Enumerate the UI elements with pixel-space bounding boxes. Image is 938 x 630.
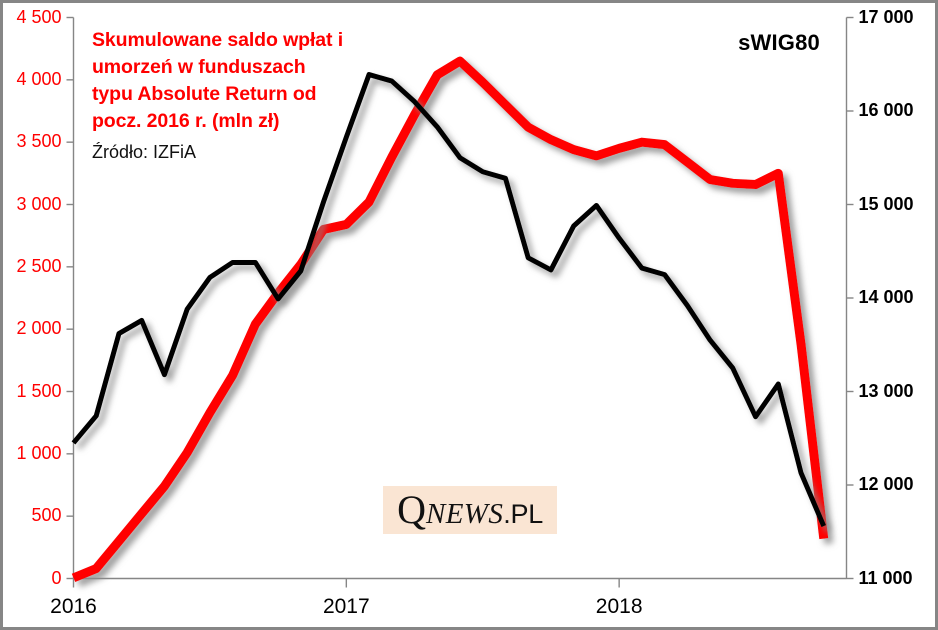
line-series-swig80: [71, 72, 827, 528]
watermark-text: QNEWS.PL: [397, 490, 543, 530]
frame-border-top: [0, 0, 938, 3]
right-tick-17000: 17 000: [858, 6, 914, 27]
left-tick-4000: 4 000: [16, 68, 62, 89]
right-tick-16000: 16 000: [858, 100, 914, 120]
left-tick-3500: 3 500: [16, 131, 62, 152]
watermark-qnews: QNEWS.PL: [383, 486, 557, 534]
left-tick-2000: 2 000: [16, 318, 62, 339]
left-tick-500: 500: [31, 505, 62, 526]
right-tick-11000: 11 000: [858, 567, 913, 588]
axis-tick-marks: [66, 16, 854, 588]
x-tick-2017: 2017: [322, 594, 370, 618]
line-series-cumulative-balance: [71, 56, 829, 583]
left-tick-3000: 3 000: [16, 193, 62, 214]
left-tick-0: 0: [51, 567, 62, 588]
left-tick-1000: 1 000: [16, 442, 62, 463]
series-label-swig80: sWIG80: [738, 30, 820, 55]
frame-border-right: [935, 0, 938, 630]
x-tick-2018: 2018: [595, 594, 643, 618]
chart-title: Skumulowane saldo wpłat i umorzeń w fund…: [92, 29, 344, 132]
left-tick-4500: 4 500: [16, 6, 62, 27]
frame-border-left: [0, 0, 3, 630]
left-tick-2500: 2 500: [16, 255, 62, 276]
watermark-pl: .PL: [503, 499, 543, 529]
watermark-q: Q: [397, 487, 426, 532]
right-tick-14000: 14 000: [858, 287, 914, 307]
frame-border-bottom: [0, 627, 938, 630]
right-tick-15000: 15 000: [858, 193, 914, 214]
chart-source: Źródło: IZFiA: [92, 142, 197, 162]
left-tick-1500: 1 500: [16, 380, 62, 401]
x-tick-2016: 2016: [50, 594, 97, 618]
data-series-layer: [71, 56, 829, 583]
title-block: Skumulowane saldo wpłat i umorzeń w fund…: [92, 27, 382, 164]
right-tick-12000: 12 000: [858, 474, 914, 494]
right-tick-13000: 13 000: [858, 380, 914, 401]
watermark-news: NEWS: [425, 498, 504, 530]
